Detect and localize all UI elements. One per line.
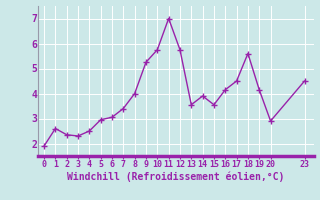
X-axis label: Windchill (Refroidissement éolien,°C): Windchill (Refroidissement éolien,°C) [67,172,285,182]
